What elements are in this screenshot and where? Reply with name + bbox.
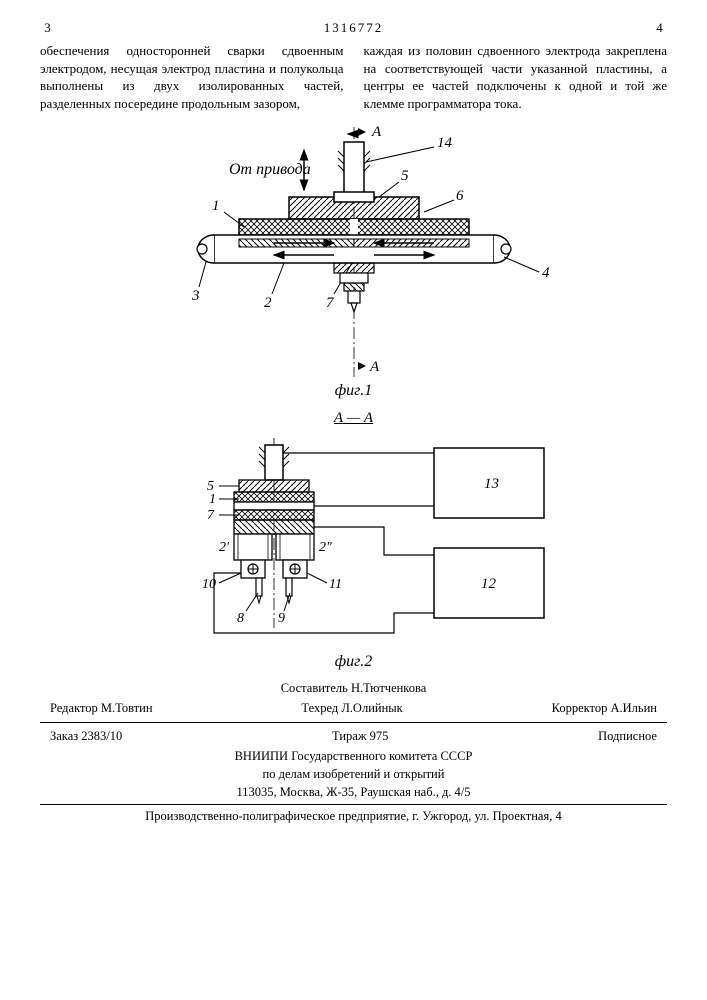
callout-7: 7	[326, 295, 335, 311]
callout-5: 5	[401, 168, 409, 184]
document-number: 1316772	[324, 20, 384, 36]
callout2-9: 9	[278, 611, 285, 626]
callout2-1: 1	[209, 492, 216, 507]
divider-2	[40, 804, 667, 805]
section-letter-top: А	[371, 124, 382, 140]
order-number: Заказ 2383/10	[50, 729, 122, 744]
left-column-text: обеспечения односторонней сварки сдвоенн…	[40, 42, 344, 112]
section-label: А — А	[40, 410, 667, 427]
editor: Редактор М.Товтин	[50, 701, 153, 716]
drive-label: От привода	[229, 161, 311, 178]
divider-1	[40, 722, 667, 723]
techred: Техред Л.Олийнык	[301, 701, 402, 716]
figure-1-caption: фиг.1	[40, 382, 667, 400]
credits-block: Составитель Н.Тютченкова Редактор М.Товт…	[40, 681, 667, 805]
callout-6: 6	[456, 188, 464, 204]
figure-1-area: А От привода 14 5 6	[40, 122, 667, 382]
figure-2-caption: фиг.2	[40, 653, 667, 671]
callout-14: 14	[437, 135, 453, 151]
callout-1: 1	[212, 198, 220, 214]
text-columns: обеспечения односторонней сварки сдвоенн…	[40, 42, 667, 112]
callout-2: 2	[264, 295, 272, 311]
callout2-12: 12	[481, 576, 497, 592]
figure-2-area: 5 1 7 2' 2"	[40, 433, 667, 653]
right-column-text: каждая из половин сдвоенного электрода з…	[364, 42, 668, 112]
corrector: Корректор А.Ильин	[552, 701, 657, 716]
column-number-left: 3	[40, 20, 55, 36]
header-row: 3 1316772 4	[40, 20, 667, 36]
section-letter-bottom: А	[369, 359, 380, 375]
org-line-2: по делам изобретений и открытий	[40, 767, 667, 782]
callout2-2p: 2'	[219, 540, 230, 555]
callout-4: 4	[542, 265, 550, 281]
callout2-11: 11	[329, 577, 342, 592]
figure-2-svg: 5 1 7 2' 2"	[134, 433, 574, 653]
tirazh: Тираж 975	[332, 729, 388, 744]
page: 3 1316772 4 обеспечения односторонней св…	[0, 0, 707, 1000]
callout2-7: 7	[207, 508, 215, 523]
callout2-8: 8	[237, 611, 244, 626]
subscription: Подписное	[598, 729, 657, 744]
column-number-right: 4	[652, 20, 667, 36]
callout-3: 3	[191, 288, 200, 304]
org-line-1: ВНИИПИ Государственного комитета СССР	[40, 749, 667, 764]
compiler: Составитель Н.Тютченкова	[40, 681, 667, 696]
org-address: 113035, Москва, Ж-35, Раушская наб., д. …	[40, 785, 667, 800]
figure-1-svg: А От привода 14 5 6	[134, 122, 574, 382]
callout2-2pp: 2"	[319, 540, 332, 555]
footer-line: Производственно-полиграфическое предприя…	[40, 809, 667, 824]
callout2-13: 13	[484, 476, 499, 492]
